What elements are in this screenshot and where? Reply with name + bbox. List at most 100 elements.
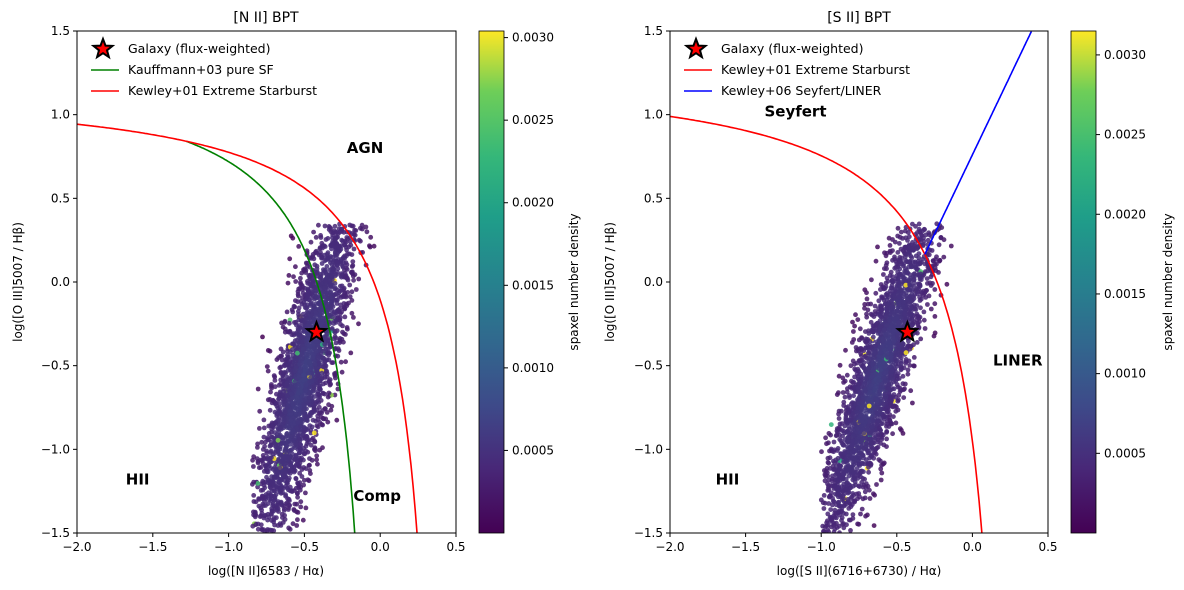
spaxel-point [936, 242, 942, 248]
colorbar-label: spaxel number density [1161, 213, 1175, 350]
spaxel-point [325, 275, 330, 280]
spaxel-point [866, 365, 872, 370]
spaxel-point [841, 459, 846, 465]
spaxel-point [296, 323, 302, 328]
spaxel-point [867, 460, 872, 466]
spaxel-point [895, 233, 901, 239]
spaxel-point [860, 496, 866, 502]
spaxel-point [328, 295, 334, 301]
legend-label: Galaxy (flux-weighted) [128, 41, 270, 56]
spaxel-point [288, 417, 294, 423]
spaxel-point [314, 250, 320, 256]
spaxel-point [279, 485, 284, 491]
spaxel-point [892, 288, 898, 293]
spaxel-point [934, 261, 939, 267]
y-tick-label: 0.0 [644, 275, 663, 289]
spaxel-point [911, 284, 917, 289]
spaxel-point [882, 391, 888, 397]
y-axis-label: log([O III]5007 / Hβ) [11, 222, 25, 342]
spaxel-point [316, 404, 322, 410]
y-tick-label: −1.0 [634, 442, 663, 456]
spaxel-point [276, 417, 282, 423]
spaxel-point [289, 347, 295, 353]
spaxel-point [941, 254, 947, 260]
spaxel-point [259, 493, 265, 499]
spaxel-point [921, 238, 927, 244]
spaxel-point [827, 455, 833, 461]
x-tick-label: −0.5 [882, 540, 911, 554]
spaxel-point [877, 393, 883, 399]
spaxel-point [333, 340, 339, 346]
spaxel-point [853, 401, 859, 407]
spaxel-point [895, 269, 901, 275]
spaxel-point [887, 243, 893, 248]
spaxel-point [292, 320, 297, 325]
spaxel-point [344, 267, 350, 272]
spaxel-point [868, 446, 874, 452]
spaxel-point [261, 469, 267, 474]
spaxel-point [898, 229, 904, 235]
spaxel-point [286, 425, 292, 431]
spaxel-point [351, 277, 356, 283]
y-axis-label: log([O III]5007 / Hβ) [603, 222, 617, 342]
spaxel-point [915, 259, 921, 264]
spaxel-point [308, 366, 314, 372]
spaxel-point [876, 425, 882, 431]
y-tick-label: −0.5 [634, 359, 663, 373]
spaxel-point [311, 256, 317, 262]
y-tick-label: 1.5 [51, 24, 70, 38]
spaxel-point [315, 295, 320, 300]
spaxel-point [827, 448, 832, 454]
spaxel-point [319, 255, 324, 261]
spaxel-point [910, 259, 916, 265]
colorbar-tick-label: 0.0005 [1104, 446, 1146, 460]
spaxel-point [832, 522, 837, 527]
spaxel-point [872, 492, 877, 498]
spaxel-point [849, 502, 855, 507]
spaxel-point [359, 222, 365, 228]
spaxel-point [284, 374, 290, 380]
spaxel-point [338, 359, 344, 365]
spaxel-point [323, 380, 329, 386]
spaxel-point [317, 383, 323, 388]
spaxel-point [294, 523, 300, 528]
spaxel-point [297, 404, 303, 409]
spaxel-point [334, 417, 340, 423]
legend-star-icon [683, 36, 709, 60]
spaxel-point [874, 482, 879, 487]
spaxel-point [855, 444, 861, 450]
spaxel-point [287, 441, 293, 447]
spaxel-point [308, 427, 314, 433]
spaxel-point [320, 415, 326, 421]
spaxel-point [312, 361, 318, 367]
y-tick-label: 0.5 [644, 191, 663, 205]
spaxel-point [896, 290, 901, 295]
spaxel-point [903, 350, 909, 356]
spaxel-point [298, 423, 304, 429]
spaxel-point [287, 320, 292, 326]
spaxel-point [276, 382, 282, 388]
spaxel-point [916, 251, 922, 256]
spaxel-point [282, 461, 288, 467]
spaxel-point [937, 257, 943, 263]
spaxel-point [301, 346, 306, 352]
spaxel-point [897, 385, 903, 391]
spaxel-point [881, 364, 887, 370]
spaxel-point [324, 410, 330, 415]
spaxel-point [316, 373, 322, 379]
spaxel-point [851, 329, 856, 334]
spaxel-point [878, 322, 884, 327]
spaxel-point [286, 454, 292, 460]
spaxel-point [306, 439, 311, 445]
spaxel-point [292, 445, 298, 451]
spaxel-point [825, 518, 830, 524]
spaxel-point [932, 287, 938, 292]
spaxel-point [865, 301, 871, 307]
spaxel-point [317, 394, 323, 400]
spaxel-point [910, 245, 915, 251]
y-tick-label: 0.5 [51, 191, 70, 205]
spaxel-point [308, 411, 313, 416]
spaxel-point [265, 457, 271, 462]
spaxel-point [255, 445, 260, 450]
spaxel-point [834, 448, 840, 453]
